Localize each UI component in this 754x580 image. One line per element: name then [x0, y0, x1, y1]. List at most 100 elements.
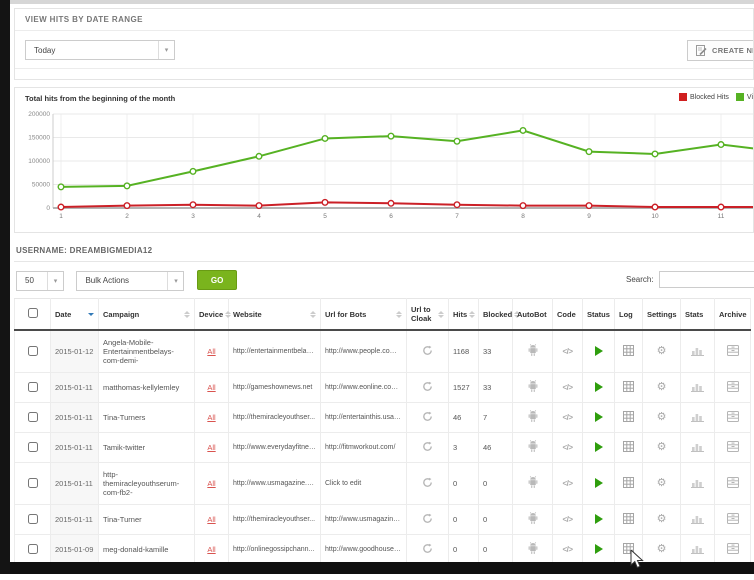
page-size-select[interactable]: 50 ▾: [16, 270, 64, 291]
website-cell[interactable]: http://onlinegossipchann...: [228, 534, 321, 565]
log-cell[interactable]: [614, 372, 643, 403]
row-checkbox[interactable]: [27, 345, 38, 356]
col-website[interactable]: Website: [228, 298, 321, 331]
settings-cell[interactable]: ⚙: [642, 329, 681, 373]
device-link[interactable]: All: [207, 413, 216, 422]
device-link[interactable]: All: [207, 515, 216, 524]
url-to-cloak-cell[interactable]: [406, 372, 449, 403]
url-for-bots-cell[interactable]: http://fitmworkout.com/: [320, 432, 407, 463]
url-to-cloak-cell[interactable]: [406, 462, 449, 505]
row-checkbox[interactable]: [27, 441, 38, 452]
archive-cell[interactable]: [714, 534, 751, 565]
settings-cell[interactable]: ⚙: [642, 402, 681, 433]
status-cell[interactable]: [582, 402, 615, 433]
url-for-bots-cell[interactable]: http://entertainthis.usatod...: [320, 402, 407, 433]
select-all-checkbox[interactable]: [27, 308, 38, 318]
log-cell[interactable]: [614, 329, 643, 373]
autobot-cell[interactable]: [512, 462, 553, 505]
col-campaign[interactable]: Campaign: [98, 298, 195, 331]
stats-cell[interactable]: [680, 432, 715, 463]
log-cell[interactable]: [614, 402, 643, 433]
col-url-for-bots[interactable]: Url for Bots: [320, 298, 407, 331]
autobot-cell[interactable]: [512, 534, 553, 565]
status-cell[interactable]: [582, 462, 615, 505]
stats-cell[interactable]: [680, 372, 715, 403]
url-to-cloak-cell[interactable]: [406, 402, 449, 433]
code-cell[interactable]: [552, 402, 583, 433]
website-cell[interactable]: http://themiracleyouthser...: [228, 402, 321, 433]
autobot-cell[interactable]: [512, 372, 553, 403]
row-checkbox[interactable]: [27, 543, 38, 554]
row-checkbox[interactable]: [27, 411, 38, 422]
url-to-cloak-cell[interactable]: [406, 534, 449, 565]
website-cell[interactable]: http://themiracleyouthser...: [228, 504, 321, 535]
log-cell[interactable]: [614, 432, 643, 463]
col-device[interactable]: Device: [194, 298, 232, 331]
stats-cell[interactable]: [680, 462, 715, 505]
url-to-cloak-cell[interactable]: [406, 504, 449, 535]
website-cell[interactable]: http://www.everydayfitnes...: [228, 432, 321, 463]
archive-cell[interactable]: [714, 462, 751, 505]
url-for-bots-cell[interactable]: Click to edit: [320, 462, 407, 505]
status-cell[interactable]: [582, 534, 615, 565]
code-cell[interactable]: [552, 462, 583, 505]
archive-cell[interactable]: [714, 329, 751, 373]
row-checkbox[interactable]: [27, 513, 38, 524]
device-link[interactable]: All: [207, 479, 216, 488]
code-cell[interactable]: [552, 432, 583, 463]
autobot-cell[interactable]: [512, 402, 553, 433]
log-cell[interactable]: [614, 462, 643, 505]
code-cell[interactable]: [552, 372, 583, 403]
status-cell[interactable]: [582, 372, 615, 403]
status-cell[interactable]: [582, 504, 615, 535]
code-cell[interactable]: [552, 504, 583, 535]
stats-cell[interactable]: [680, 504, 715, 535]
website-cell[interactable]: http://gameshownews.net: [228, 372, 321, 403]
settings-cell[interactable]: ⚙: [642, 372, 681, 403]
create-new-campaign-button[interactable]: CREATE NEW CAMPAIGN: [687, 40, 753, 61]
go-button[interactable]: GO: [196, 270, 238, 290]
log-cell[interactable]: [614, 504, 643, 535]
archive-cell[interactable]: [714, 432, 751, 463]
col-blocked[interactable]: Blocked: [478, 298, 521, 331]
status-cell[interactable]: [582, 432, 615, 463]
archive-cell[interactable]: [714, 504, 751, 535]
settings-cell[interactable]: ⚙: [642, 534, 681, 565]
archive-cell[interactable]: [714, 402, 751, 433]
device-link[interactable]: All: [207, 545, 216, 554]
device-link[interactable]: All: [207, 443, 216, 452]
col-url-to-cloak[interactable]: Url to Cloak: [406, 298, 449, 331]
url-for-bots-cell[interactable]: http://www.eonline.com/n...: [320, 372, 407, 403]
archive-cell[interactable]: [714, 372, 751, 403]
url-for-bots-cell[interactable]: http://www.goodhouseke...: [320, 534, 407, 565]
url-to-cloak-cell[interactable]: [406, 432, 449, 463]
website-cell[interactable]: http://entertainmentbelays...: [228, 329, 321, 373]
settings-cell[interactable]: ⚙: [642, 504, 681, 535]
url-for-bots-cell[interactable]: http://www.usmagazine.c...: [320, 504, 407, 535]
archive-icon: [726, 543, 739, 554]
search-input[interactable]: [658, 271, 754, 288]
row-checkbox[interactable]: [27, 477, 38, 488]
autobot-cell[interactable]: [512, 329, 553, 373]
device-link[interactable]: All: [207, 383, 216, 392]
settings-cell[interactable]: ⚙: [642, 432, 681, 463]
url-to-cloak-cell[interactable]: [406, 329, 449, 373]
status-cell[interactable]: [582, 329, 615, 373]
row-checkbox[interactable]: [27, 381, 38, 392]
stats-cell[interactable]: [680, 534, 715, 565]
code-cell[interactable]: [552, 534, 583, 565]
bulk-actions-select[interactable]: Bulk Actions ▾: [76, 270, 185, 291]
chevron-down-icon: ▾: [167, 271, 183, 290]
url-for-bots-cell[interactable]: http://www.people.com/ar...: [320, 329, 407, 373]
autobot-cell[interactable]: [512, 504, 553, 535]
code-cell[interactable]: [552, 329, 583, 373]
col-date[interactable]: Date: [50, 298, 99, 331]
device-link[interactable]: All: [207, 347, 216, 356]
settings-cell[interactable]: ⚙: [642, 462, 681, 505]
stats-cell[interactable]: [680, 402, 715, 433]
autobot-cell[interactable]: [512, 432, 553, 463]
date-range-select[interactable]: Today ▾: [25, 40, 175, 60]
website-cell[interactable]: http://www.usmagazine.c...: [228, 462, 321, 505]
col-hits[interactable]: Hits: [448, 298, 479, 331]
stats-cell[interactable]: [680, 329, 715, 373]
